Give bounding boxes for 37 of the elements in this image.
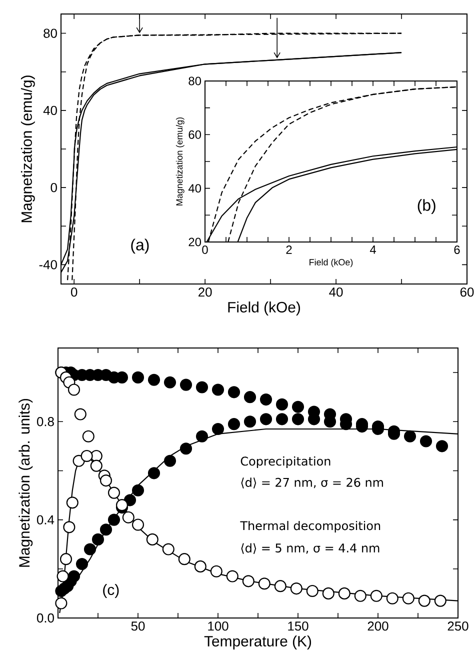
x-tick-label: 200 <box>368 622 388 631</box>
y-axis-title: Magnetization (arb. units) <box>18 398 33 567</box>
y-axis-title: Magnetization (emu/g) <box>176 117 184 206</box>
y-tick-label: 40 <box>43 106 57 116</box>
annotation: Thermal decomposition <box>240 520 380 533</box>
x-tick-label: 2 <box>286 246 292 254</box>
x-tick-label: 0 <box>202 246 208 254</box>
y-tick-label: 40 <box>188 184 202 193</box>
annotation: ⟨d⟩ = 27 nm, σ = 26 nm <box>241 478 383 488</box>
y-tick-label: 80 <box>188 76 202 86</box>
x-tick-label: 4 <box>370 246 376 254</box>
x-axis-title: Field (kOe) <box>310 258 353 268</box>
annotation: (c) <box>103 584 119 598</box>
y-tick-label: 0 <box>50 182 57 192</box>
y-tick-label: 60 <box>188 130 202 139</box>
x-tick-label: 20 <box>198 288 212 297</box>
x-tick-label: 150 <box>288 622 308 631</box>
x-tick-label: 60 <box>460 288 474 297</box>
annotation: Coprecipitation <box>240 456 330 468</box>
annotation: ⟨d⟩ = 5 nm, σ = 4.4 nm <box>241 543 380 554</box>
x-tick-label: 0 <box>70 288 78 297</box>
x-tick-label: 100 <box>208 622 228 631</box>
x-axis-title: Field (kOe) <box>228 302 300 316</box>
x-tick-label: 6 <box>454 246 460 254</box>
y-tick-label: 20 <box>188 238 202 246</box>
y-axis-title: Magnetization (emu/g) <box>20 76 35 222</box>
annotation: (a) <box>131 238 149 254</box>
y-tick-label: 0.4 <box>36 515 54 524</box>
x-tick-label: 40 <box>329 288 343 297</box>
x-tick-label: 250 <box>448 622 468 631</box>
annotation: (b) <box>418 199 436 214</box>
x-axis-title: Temperature (K) <box>204 636 312 650</box>
y-tick-label: -40 <box>39 260 57 270</box>
x-tick-label: 50 <box>131 622 145 631</box>
y-tick-label: 0.0 <box>36 613 54 623</box>
y-tick-label: 0.8 <box>36 417 54 426</box>
y-tick-label: 80 <box>44 28 57 38</box>
